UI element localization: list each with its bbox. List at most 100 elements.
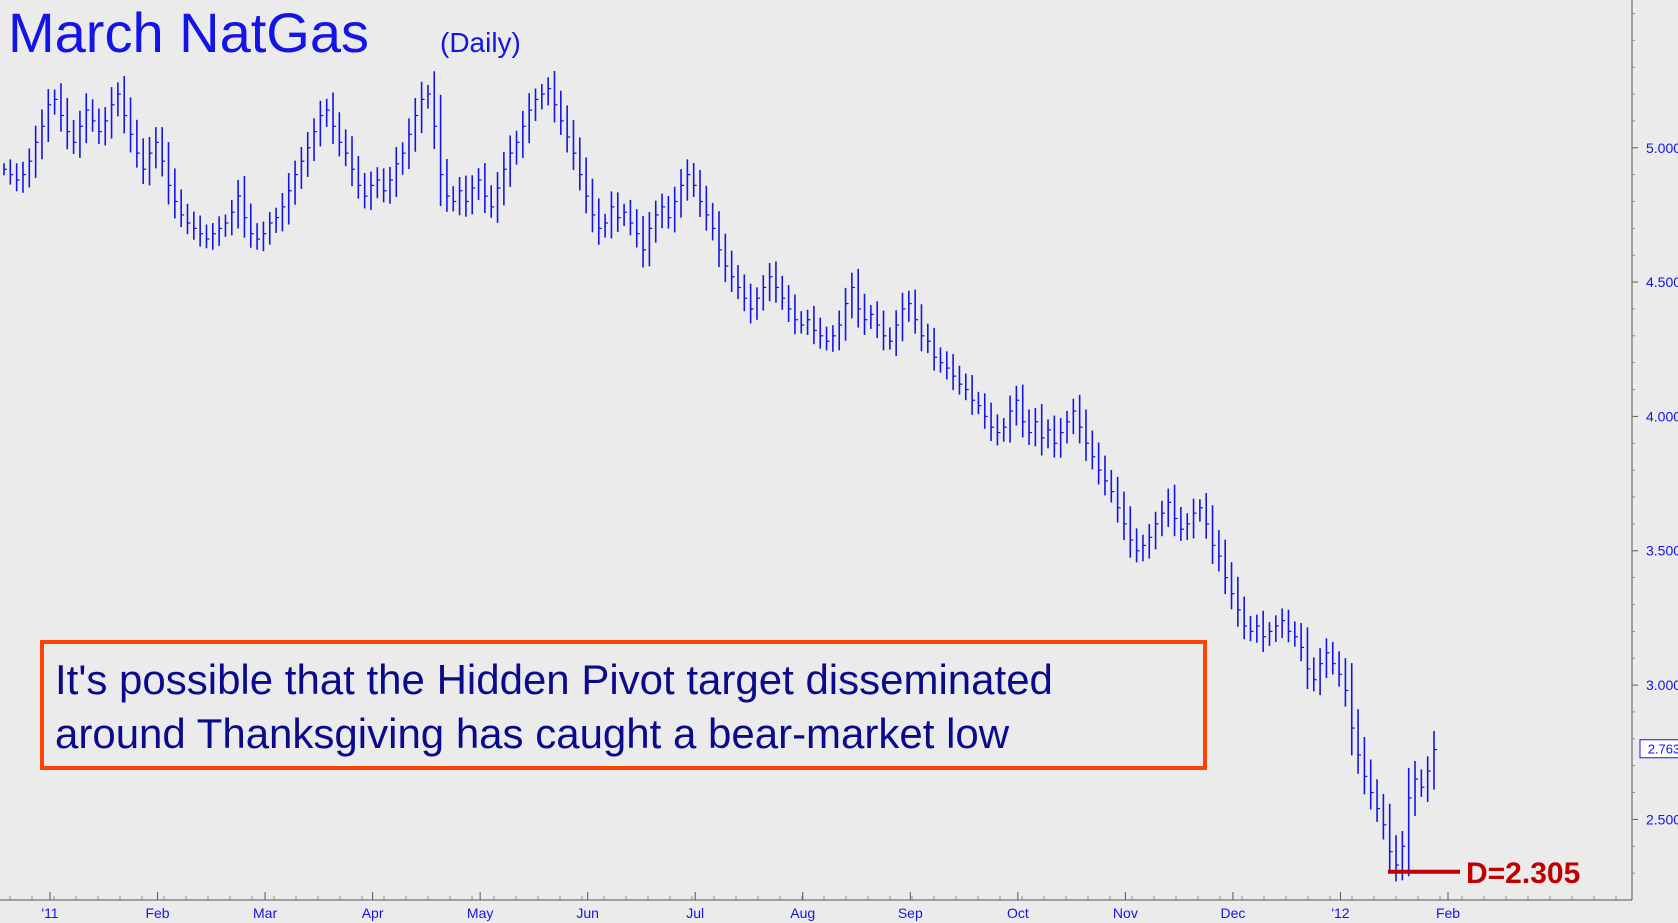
y-axis: 5.000 4.500 4.000 3.500 3.000 2.500	[1631, 0, 1678, 900]
price-bar	[1382, 793, 1387, 840]
price-bar	[110, 87, 115, 139]
price-bar	[844, 287, 849, 341]
price-bar	[268, 212, 273, 245]
price-bar	[1167, 488, 1172, 527]
last-price-marker: 2.763	[1639, 739, 1678, 759]
price-bar	[1116, 476, 1121, 523]
price-bar	[560, 90, 564, 135]
price-bar	[1040, 404, 1045, 456]
price-bar	[901, 292, 906, 342]
price-bar	[1300, 622, 1305, 662]
price-bar	[1433, 730, 1437, 790]
price-bar	[1256, 614, 1260, 643]
price-bar	[768, 262, 773, 302]
price-bar	[294, 160, 299, 205]
price-bar	[104, 107, 109, 146]
price-bar	[98, 108, 102, 144]
price-bar	[1078, 394, 1083, 444]
price-bar	[148, 136, 153, 186]
x-tick-label: Mar	[253, 905, 277, 921]
price-bar	[490, 185, 495, 218]
x-axis: '11 Feb Mar Apr May Jun Jul Aug Sep Oct Nov Dec '12 F…	[0, 892, 1632, 921]
price-bar	[496, 172, 501, 223]
price-bar	[787, 285, 792, 323]
price-bar	[319, 100, 324, 147]
price-bar	[1142, 534, 1146, 562]
chart-title: March NatGas	[8, 1, 369, 64]
price-bar	[534, 88, 539, 122]
target-marker: D=2.305	[1388, 857, 1580, 890]
price-bar	[908, 290, 912, 322]
price-bar	[34, 125, 39, 178]
price-bar	[743, 274, 748, 312]
x-tick-label: '12	[1331, 905, 1349, 921]
price-bar	[351, 136, 356, 187]
price-bar	[174, 168, 178, 219]
price-bar	[945, 351, 950, 380]
price-bar	[661, 193, 666, 229]
price-bar	[1230, 562, 1235, 610]
price-bar	[686, 159, 691, 201]
price-bar	[578, 137, 583, 191]
price-bar	[585, 157, 590, 214]
price-bar	[224, 214, 229, 237]
price-bar	[680, 169, 685, 218]
price-bar	[977, 391, 982, 415]
price-bar	[117, 82, 121, 117]
price-bar	[781, 275, 786, 310]
price-bar	[275, 207, 280, 233]
price-bar	[882, 310, 887, 351]
x-tick-label: '11	[41, 905, 58, 921]
price-bar	[243, 176, 248, 238]
price-bar	[22, 161, 26, 193]
last-price-label: 2.763	[1648, 742, 1678, 757]
price-bar	[1192, 498, 1197, 539]
price-bar	[1154, 511, 1159, 550]
price-bar	[1180, 506, 1184, 541]
price-bar	[212, 223, 216, 250]
price-bar	[313, 118, 318, 162]
target-label: D=2.305	[1466, 857, 1580, 890]
price-bar	[1066, 410, 1071, 444]
price-bar	[990, 402, 995, 441]
price-bar	[1414, 760, 1419, 817]
price-bar	[1034, 408, 1039, 447]
price-bar	[193, 211, 197, 240]
price-bar	[256, 223, 261, 250]
price-bar	[648, 211, 653, 267]
price-bar	[85, 93, 90, 144]
price-bar	[756, 287, 760, 320]
price-bar	[205, 224, 210, 249]
price-bar	[870, 305, 874, 329]
price-bar	[730, 250, 735, 292]
price-bar	[832, 325, 836, 352]
price-bar	[136, 119, 140, 168]
price-bar	[1211, 505, 1216, 564]
price-bar	[724, 233, 729, 283]
price-bar	[604, 213, 609, 238]
last-price-box	[1639, 739, 1678, 759]
price-bar	[15, 163, 20, 192]
price-bar	[762, 275, 767, 311]
price-bar	[439, 94, 444, 207]
price-bar	[262, 221, 267, 252]
price-bar	[414, 98, 419, 152]
x-tick-label: Dec	[1220, 905, 1245, 921]
price-bar	[1369, 759, 1374, 810]
price-bar	[572, 120, 577, 171]
price-bar	[927, 323, 931, 354]
price-bar	[851, 272, 855, 319]
price-bar	[597, 198, 602, 245]
price-bar	[1407, 767, 1412, 877]
price-bar	[718, 211, 722, 268]
price-bar	[344, 129, 349, 167]
price-bar	[591, 178, 596, 233]
price-bar	[408, 118, 412, 170]
price-bar	[471, 175, 476, 215]
price-bar	[635, 209, 640, 248]
x-tick-label: May	[467, 905, 493, 921]
price-bar	[857, 268, 862, 328]
price-bar	[249, 203, 254, 248]
